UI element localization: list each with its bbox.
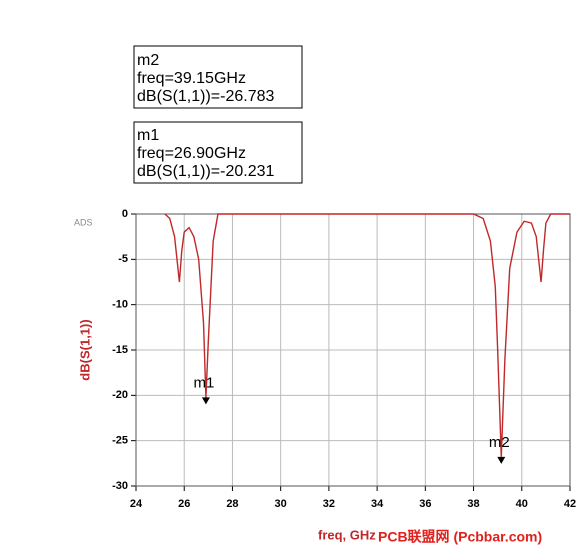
y-tick-label: -25: [112, 435, 128, 447]
marker-point: [497, 456, 506, 464]
y-tick-label: -30: [112, 480, 128, 492]
grid: [135, 213, 571, 487]
y-axis-label: dB(S(1,1)): [77, 319, 92, 380]
x-tick-label: 30: [275, 498, 287, 510]
marker-label: m2: [489, 434, 510, 451]
marker-box-frame: [133, 121, 303, 184]
x-tick-label: 36: [419, 498, 431, 510]
x-tick-label: 40: [516, 498, 528, 510]
marker-value: dB(S(1,1))=-26.783: [137, 88, 275, 105]
x-tick-label: 38: [467, 498, 479, 510]
y-tick-label: -5: [118, 253, 128, 265]
marker-value: dB(S(1,1))=-20.231: [137, 163, 275, 180]
watermark: PCB联盟网 (Pcbbar.com): [378, 529, 542, 545]
marker-point: [201, 397, 210, 405]
x-tick-label: 34: [371, 498, 384, 510]
y-tick-label: 0: [122, 208, 128, 220]
y-tick-label: -20: [112, 389, 128, 401]
marker-freq: freq=39.15GHz: [137, 70, 246, 87]
marker-name: m1: [137, 127, 159, 144]
marker-label: m1: [194, 374, 215, 391]
marker-freq: freq=26.90GHz: [137, 145, 246, 162]
corner-label: ADS: [74, 217, 93, 227]
x-tick-label: 42: [564, 498, 576, 510]
x-tick-label: 32: [323, 498, 335, 510]
x-axis-label: freq, GHz: [318, 527, 376, 542]
marker-box: m1 freq=26.90GHz dB(S(1,1))=-20.231: [133, 121, 303, 184]
marker-box: m2 freq=39.15GHz dB(S(1,1))=-26.783: [133, 45, 303, 109]
curve: [164, 213, 570, 457]
x-tick-label: 28: [226, 498, 238, 510]
y-tick-label: -10: [112, 299, 128, 311]
x-tick-label: 26: [178, 498, 190, 510]
marker-name: m2: [137, 52, 159, 69]
y-tick-label: -15: [112, 344, 128, 356]
x-tick-label: 24: [130, 498, 143, 510]
marker-box-frame: [133, 45, 303, 109]
